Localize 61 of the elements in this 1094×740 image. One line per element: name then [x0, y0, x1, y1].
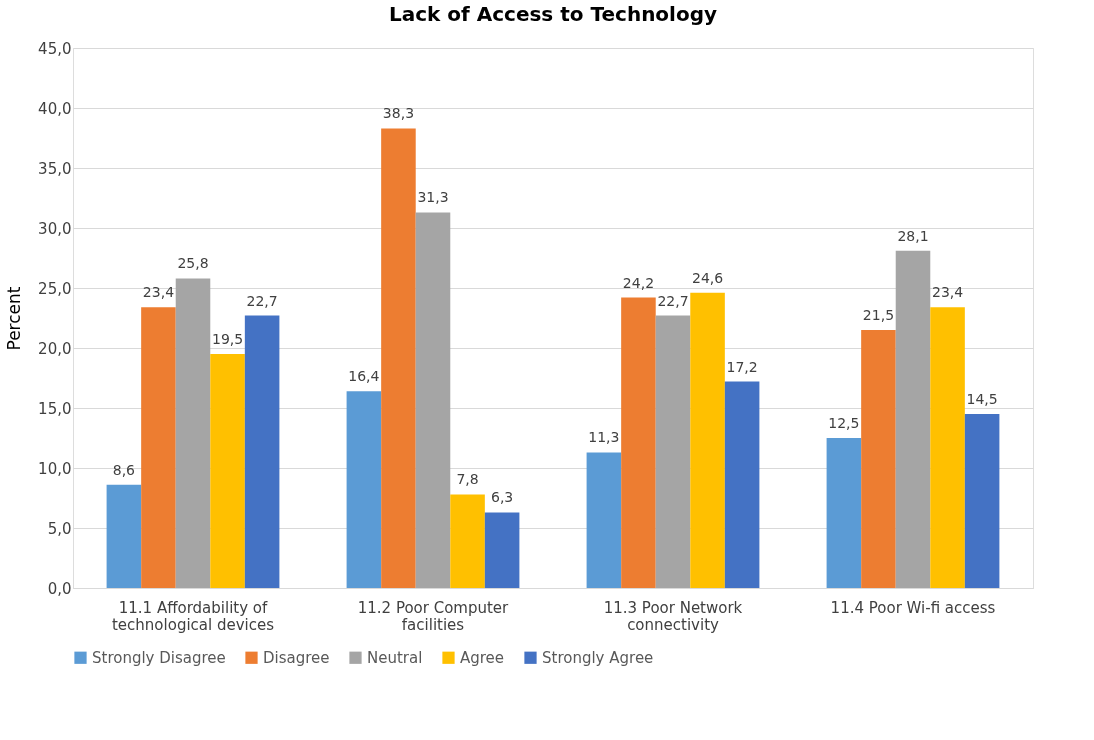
bar	[210, 354, 245, 588]
data-label: 21,5	[862, 307, 895, 323]
bar	[861, 330, 896, 588]
x-tick-label: 11.2 Poor Computer facilities	[357, 598, 510, 634]
data-label: 8,6	[112, 461, 136, 478]
data-label: 23,4	[142, 284, 175, 301]
bar	[826, 438, 862, 588]
bar	[141, 307, 176, 588]
data-label: 11,3	[588, 429, 620, 446]
y-tick-label: 10,0	[38, 459, 72, 478]
data-label: 16,4	[348, 368, 380, 385]
data-label: 22,7	[657, 292, 689, 309]
bar	[690, 292, 725, 588]
bar	[450, 494, 485, 588]
data-label: 24,2	[622, 274, 655, 291]
data-label: 7,8	[456, 471, 479, 488]
y-tick-label: 15,0	[38, 399, 72, 418]
y-tick-label: 20,0	[38, 339, 72, 358]
legend-label: Strongly Agree	[542, 648, 654, 667]
data-label: 22,7	[246, 292, 278, 309]
data-label: 6,3	[490, 489, 514, 506]
bar	[346, 391, 382, 588]
y-tick-label: 5,0	[47, 519, 72, 538]
bar	[586, 452, 622, 588]
x-tick-label: 11.1 Affordability of technological devices	[111, 598, 275, 634]
data-label: 24,6	[691, 269, 724, 286]
data-label: 23,4	[931, 284, 964, 301]
data-label: 31,3	[417, 189, 449, 206]
bar	[484, 512, 520, 588]
chart-title: Lack of Access to Technology	[388, 2, 718, 26]
bar	[175, 278, 211, 588]
x-tick-label: 11.4 Poor Wi-fi access	[830, 598, 996, 617]
data-label: 38,3	[382, 105, 415, 122]
bar	[381, 128, 416, 588]
data-label: 25,8	[177, 255, 209, 272]
legend-label: Neutral	[367, 648, 423, 667]
legend-label: Agree	[460, 648, 505, 667]
data-label: 28,1	[897, 227, 929, 244]
data-label: 17,2	[726, 358, 758, 375]
y-axis-title: Percent	[4, 286, 25, 351]
data-label: 14,5	[966, 391, 998, 407]
data-label: 19,5	[211, 331, 244, 347]
bar	[964, 414, 1000, 588]
bar	[621, 297, 656, 588]
y-tick-label: 0,0	[47, 579, 72, 598]
bar	[655, 315, 691, 588]
bar	[724, 381, 760, 588]
y-tick-label: 35,0	[38, 159, 72, 178]
bar	[244, 315, 280, 588]
y-tick-label: 30,0	[38, 219, 72, 238]
legend-label: Strongly Disagree	[92, 648, 226, 667]
x-tick-label: 11.3 Poor Network connectivity	[603, 598, 743, 634]
legend-label: Disagree	[263, 648, 330, 667]
y-tick-label: 25,0	[38, 279, 72, 298]
y-tick-label: 45,0	[38, 39, 72, 58]
bar	[106, 484, 142, 588]
bar	[895, 250, 931, 588]
bar	[930, 307, 965, 588]
bar	[415, 212, 451, 588]
y-tick-label: 40,0	[38, 99, 72, 118]
data-label: 12,5	[828, 415, 860, 431]
